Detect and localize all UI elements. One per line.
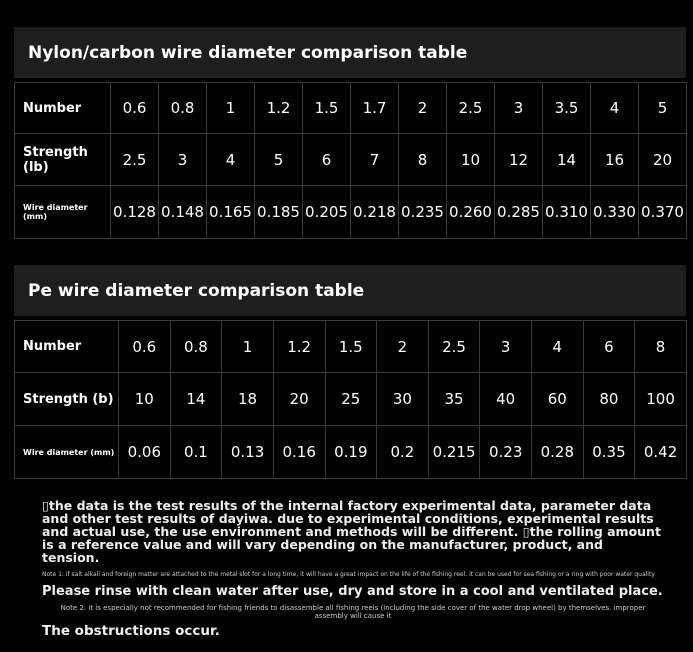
table-cell: 3 xyxy=(158,133,207,186)
table-cell: 0.370 xyxy=(638,185,687,239)
table-cell: 0.185 xyxy=(254,185,303,239)
table-cell: 35 xyxy=(427,372,481,426)
table-cell: 1 xyxy=(206,82,255,134)
table-cell: 3 xyxy=(494,82,543,134)
table-cell: 0.19 xyxy=(324,425,378,479)
row-label: Number xyxy=(14,320,119,373)
rinse-text: Please rinse with clean water after use,… xyxy=(42,584,663,599)
table-cell: 2 xyxy=(398,82,447,134)
table: Number 0.6 0.8 1 1.2 1.5 2 2.5 3 4 6 8 Strength (b) 1… xyxy=(14,320,687,479)
table-cell: 2.5 xyxy=(427,320,481,373)
table-row: Strength (lb) 2.5 3 4 5 6 7 8 10 12 14 16 20 xyxy=(14,133,687,186)
table-cell: 10 xyxy=(118,372,171,426)
row-label: Strength (b) xyxy=(14,372,119,426)
table-cell: 8 xyxy=(634,320,687,373)
table-cell: 0.218 xyxy=(350,185,399,239)
table-cell: 0.165 xyxy=(206,185,255,239)
table-cell: 40 xyxy=(479,372,532,426)
row-label: Strength (lb) xyxy=(14,133,111,186)
row-label: Number xyxy=(14,82,111,134)
table-row: Number 0.6 0.8 1 1.2 1.5 2 2.5 3 4 6 8 xyxy=(14,320,687,373)
table: Number 0.6 0.8 1 1.2 1.5 1.7 2 2.5 3 3.5 4 5 Strength… xyxy=(14,82,687,239)
table-cell: 0.13 xyxy=(221,425,274,479)
closing-text: The obstructions occur. xyxy=(42,623,220,639)
table-cell: 5 xyxy=(638,82,687,134)
table-row: Number 0.6 0.8 1 1.2 1.5 1.7 2 2.5 3 3.5 4 5 xyxy=(14,82,687,134)
table-cell: 0.205 xyxy=(302,185,351,239)
table-cell: 0.215 xyxy=(427,425,481,479)
table-cell: 6 xyxy=(302,133,351,186)
table-cell: 10 xyxy=(446,133,495,186)
table-cell: 16 xyxy=(590,133,639,186)
table-cell: 60 xyxy=(531,372,584,426)
table-cell: 12 xyxy=(494,133,543,186)
table-row: Wire diameter (mm) 0.06 0.1 0.13 0.16 0.19 0.2… xyxy=(14,425,687,479)
table-cell: 14 xyxy=(542,133,591,186)
table-cell: 0.310 xyxy=(542,185,591,239)
table-cell: 0.2 xyxy=(376,425,429,479)
table-cell: 1.5 xyxy=(302,82,351,134)
table-cell: 2.5 xyxy=(110,133,159,186)
table-cell: 20 xyxy=(638,133,687,186)
table-cell: 1.5 xyxy=(324,320,378,373)
row-label: Wire diameter (mm) xyxy=(14,185,111,239)
table-cell: 0.6 xyxy=(118,320,171,373)
table-cell: 3 xyxy=(479,320,532,373)
note: Note 2: it is especially not recommended… xyxy=(60,604,646,620)
table-cell: 2.5 xyxy=(446,82,495,134)
table-cell: 0.16 xyxy=(272,425,326,479)
table-cell: 18 xyxy=(221,372,274,426)
table-title: Pe wire diameter comparison table xyxy=(14,265,686,316)
table-cell: 0.148 xyxy=(158,185,207,239)
table-cell: 0.8 xyxy=(158,82,207,134)
table-row: Strength (b) 10 14 18 20 25 30 35 40 60 80 100 xyxy=(14,372,687,426)
table-cell: 0.260 xyxy=(446,185,495,239)
table-cell: 1 xyxy=(221,320,274,373)
table-cell: 20 xyxy=(272,372,326,426)
table-cell: 30 xyxy=(376,372,429,426)
table-cell: 6 xyxy=(582,320,636,373)
table-cell: 0.235 xyxy=(398,185,447,239)
table-title: Nylon/carbon wire diameter comparison ta… xyxy=(14,27,686,78)
table-cell: 8 xyxy=(398,133,447,186)
table-cell: 1.7 xyxy=(350,82,399,134)
table-cell: 0.23 xyxy=(479,425,532,479)
table-cell: 0.06 xyxy=(118,425,171,479)
table-cell: 25 xyxy=(324,372,378,426)
table-cell: 1.2 xyxy=(272,320,326,373)
table-row: Wire diameter (mm) 0.128 0.148 0.165 0.185 0.… xyxy=(14,185,687,239)
table-cell: 4 xyxy=(531,320,584,373)
paragraph: ▯the data is the test results of the int… xyxy=(42,498,661,565)
table-cell: 5 xyxy=(254,133,303,186)
table-cell: 0.285 xyxy=(494,185,543,239)
table-cell: 0.330 xyxy=(590,185,639,239)
table-cell: 0.128 xyxy=(110,185,159,239)
table-cell: 0.8 xyxy=(169,320,223,373)
table-cell: 3.5 xyxy=(542,82,591,134)
table-cell: 14 xyxy=(169,372,223,426)
table-cell: 0.35 xyxy=(582,425,636,479)
table-cell: 0.6 xyxy=(110,82,159,134)
note: Note 1: if salt alkali and foreign matte… xyxy=(42,571,655,578)
table-cell: 100 xyxy=(634,372,687,426)
table-cell: 80 xyxy=(582,372,636,426)
table-cell: 2 xyxy=(376,320,429,373)
table-cell: 1.2 xyxy=(254,82,303,134)
table-cell: 4 xyxy=(590,82,639,134)
table-cell: 7 xyxy=(350,133,399,186)
row-label: Wire diameter (mm) xyxy=(14,425,119,479)
table-cell: 0.42 xyxy=(634,425,687,479)
table-cell: 4 xyxy=(206,133,255,186)
table-cell: 0.28 xyxy=(531,425,584,479)
table-cell: 0.1 xyxy=(169,425,223,479)
